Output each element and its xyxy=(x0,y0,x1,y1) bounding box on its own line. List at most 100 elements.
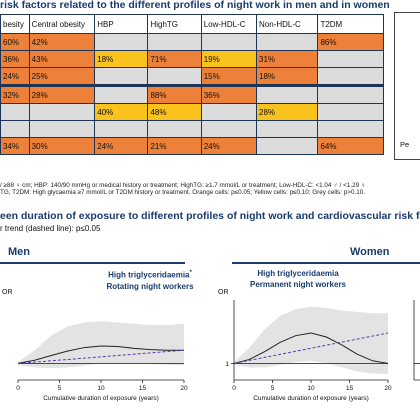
table-cell: 64% xyxy=(317,137,384,155)
table-cell: 18% xyxy=(94,50,149,68)
panel-2-ci-band xyxy=(234,306,388,374)
table-cell xyxy=(200,33,258,51)
panel-1-x-tick-label: 0 xyxy=(16,385,20,392)
panel-1-x-tick-label: 15 xyxy=(139,385,147,392)
table-cell: 43% xyxy=(28,50,96,68)
panel-2-or-curve xyxy=(233,332,389,364)
table-cell xyxy=(200,103,258,121)
panel-2-x-tick-label: 20 xyxy=(384,385,392,392)
table-cell: 40% xyxy=(94,103,149,121)
panel-2-x-tick-label: 10 xyxy=(307,385,315,392)
table-cell xyxy=(255,137,319,155)
table-cell: 36% xyxy=(200,84,258,104)
table-cell: 71% xyxy=(147,50,202,68)
table-cell: 28% xyxy=(255,103,319,121)
panel-2-trend-line xyxy=(233,332,389,364)
panel-1-x-tick-label: 10 xyxy=(97,385,105,392)
women-label: Women xyxy=(350,246,390,258)
panel-1-title: High triglyceridaemia* Rotating night wo… xyxy=(80,268,220,292)
panel-1-title-line1: High triglyceridaemia xyxy=(108,270,190,280)
table-header-cell: besity xyxy=(0,14,30,34)
women-underline xyxy=(232,262,420,264)
table-cell xyxy=(317,103,384,121)
panel-1-trend-line xyxy=(17,349,185,364)
table-cell: 18% xyxy=(255,67,319,86)
table-row: 34% 30% 24% 21% 24% 64% xyxy=(0,137,384,155)
table-header-cell: Low-HDL-C xyxy=(200,14,258,34)
table-row: 60% 42% 86% xyxy=(0,33,384,51)
table-cell xyxy=(28,103,96,121)
table-cell xyxy=(147,120,202,138)
table-cell: 24% xyxy=(94,137,149,155)
trend-note: r trend (dashed line): p≤0.05 xyxy=(0,224,101,233)
table-cell: 36% xyxy=(0,50,30,68)
table-header-cell: HBP xyxy=(94,14,149,34)
panel-2-x-tick-label: 15 xyxy=(346,385,354,392)
table-cell: 32% xyxy=(0,84,30,104)
table-cell: 86% xyxy=(317,33,384,51)
table-row: 24% 25% 15% 18% xyxy=(0,67,384,86)
panel-1-x-axis-label: Cumulative duration of exposure (years) xyxy=(43,395,159,402)
panel-2-x-tick-label: 0 xyxy=(232,385,236,392)
panel-1-title-line2: Rotating night workers xyxy=(106,281,194,291)
table-cell: 42% xyxy=(28,33,96,51)
panel-2-x-tick-label: 5 xyxy=(271,385,275,392)
table-cell xyxy=(317,50,384,68)
table-cell xyxy=(94,33,149,51)
table-cell xyxy=(0,103,30,121)
men-underline xyxy=(0,262,185,264)
table-cell xyxy=(147,67,202,86)
table-cell: 88% xyxy=(147,84,202,104)
table-cell xyxy=(94,120,149,138)
panel-2-title-line1: High triglyceridaemia xyxy=(257,269,339,278)
panel-2-title: High triglyceridaemia Permanent night wo… xyxy=(228,268,368,290)
table-row: 40% 48% 28% xyxy=(0,103,384,121)
panel-1-x-tick-label: 20 xyxy=(180,385,188,392)
panel-2-title-line2: Permanent night workers xyxy=(249,280,347,289)
table-header-cell: HighTG xyxy=(147,14,202,34)
table-section-title: risk factors related to the different pr… xyxy=(0,0,390,11)
panel-1-title-marker: * xyxy=(189,270,192,276)
side-panel-frame xyxy=(394,12,420,160)
panel-1-ci-band xyxy=(18,321,184,369)
risk-factor-table: besity Central obesity HBP HighTG Low-HDL-C N… xyxy=(0,14,384,155)
panel-1-or-curve xyxy=(17,345,184,364)
men-label: Men xyxy=(8,246,30,258)
table-cell xyxy=(317,67,384,86)
panel-2-x-axis-label: Cumulative duration of exposure (years) xyxy=(253,395,369,402)
side-panel-label: Pe xyxy=(400,140,410,149)
table-cell xyxy=(255,84,319,104)
table-cell xyxy=(28,120,96,138)
table-row: 36% 43% 18% 71% 19% 31% xyxy=(0,50,384,68)
table-header-cell: T2DM xyxy=(317,14,384,34)
table-cell: 28% xyxy=(28,84,96,104)
figure-section-title: een duration of exposure to different pr… xyxy=(0,210,420,222)
table-header-row: besity Central obesity HBP HighTG Low-HDL-C N… xyxy=(0,14,384,34)
table-cell xyxy=(94,67,149,86)
table-cell xyxy=(0,120,30,138)
table-cell xyxy=(317,120,384,138)
table-row xyxy=(0,120,384,138)
footnote-line-2: TG, T2DM: High glycaemia ≥7 mmol/L or T2… xyxy=(0,189,365,196)
table-cell xyxy=(255,120,319,138)
table-body: 60% 42% 86% 36% 43% 18% 71% 19% 31% 24% 25% 15% 18% 3… xyxy=(0,33,384,155)
table-cell: 25% xyxy=(28,67,96,86)
table-cell: 30% xyxy=(28,137,96,155)
table-cell xyxy=(317,84,384,104)
table-cell: 60% xyxy=(0,33,30,51)
table-row: 32% 28% 88% 36% xyxy=(0,84,384,104)
table-cell: 15% xyxy=(200,67,258,86)
table-cell: 21% xyxy=(147,137,202,155)
panel-1-y-axis-label: OR xyxy=(2,289,13,296)
table-cell: 24% xyxy=(0,67,30,86)
table-header-cell: Non-HDL-C xyxy=(255,14,319,34)
table-cell: 19% xyxy=(200,50,258,68)
table-cell: 24% xyxy=(200,137,258,155)
table-footnote: / ≥88 ♀ cm; HBP: 140/90 mmHg or medical … xyxy=(0,182,420,196)
panel-2-y-tick-label: 1 xyxy=(225,361,229,368)
table-cell xyxy=(255,33,319,51)
table-cell xyxy=(94,84,149,104)
table-cell: 34% xyxy=(0,137,30,155)
footnote-line-1: / ≥88 ♀ cm; HBP: 140/90 mmHg or medical … xyxy=(0,182,366,189)
table-header-cell: Central obesity xyxy=(28,14,96,34)
